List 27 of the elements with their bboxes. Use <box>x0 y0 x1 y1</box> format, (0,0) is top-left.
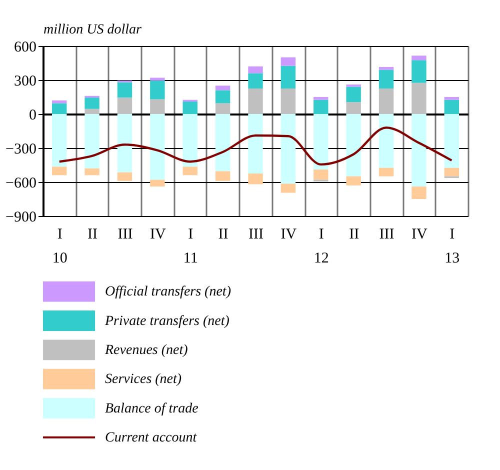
y-tick-label: 300 <box>14 74 36 90</box>
x-tick-label: I 13 <box>444 226 460 266</box>
y-tick-label: −900 <box>6 210 36 226</box>
x-tick-label: IV <box>412 226 428 242</box>
legend-label: Revenues (net) <box>104 342 188 358</box>
x-tick-label: III <box>248 226 264 242</box>
y-tick-label: 0 <box>29 108 36 124</box>
legend-label: Services (net) <box>105 372 182 388</box>
x-tick-label: I 10 <box>52 226 68 266</box>
legend-label: Current account <box>105 430 198 446</box>
x-tick-label: IV <box>280 226 297 242</box>
y-tick-label: −300 <box>6 142 36 158</box>
x-tick-label: II <box>88 226 98 242</box>
x-tick-label: IV <box>150 226 166 242</box>
y-tick-label: −600 <box>6 176 36 192</box>
legend-label: Official transfers (net) <box>105 284 232 300</box>
x-tick-label: III <box>118 226 133 242</box>
x-tick-label: I 11 <box>183 226 198 266</box>
x-tick-label: I 12 <box>314 226 329 266</box>
x-tick-label: II <box>218 226 228 242</box>
line-series <box>58 126 453 166</box>
legend-label: Balance of trade <box>105 401 198 416</box>
x-tick-label: III <box>379 226 394 242</box>
y-tick-label: 600 <box>14 40 36 56</box>
y-axis-title: million US dollar <box>44 22 142 38</box>
legend-label: Private transfers (net) <box>104 314 230 329</box>
x-tick-label: II <box>349 226 360 242</box>
